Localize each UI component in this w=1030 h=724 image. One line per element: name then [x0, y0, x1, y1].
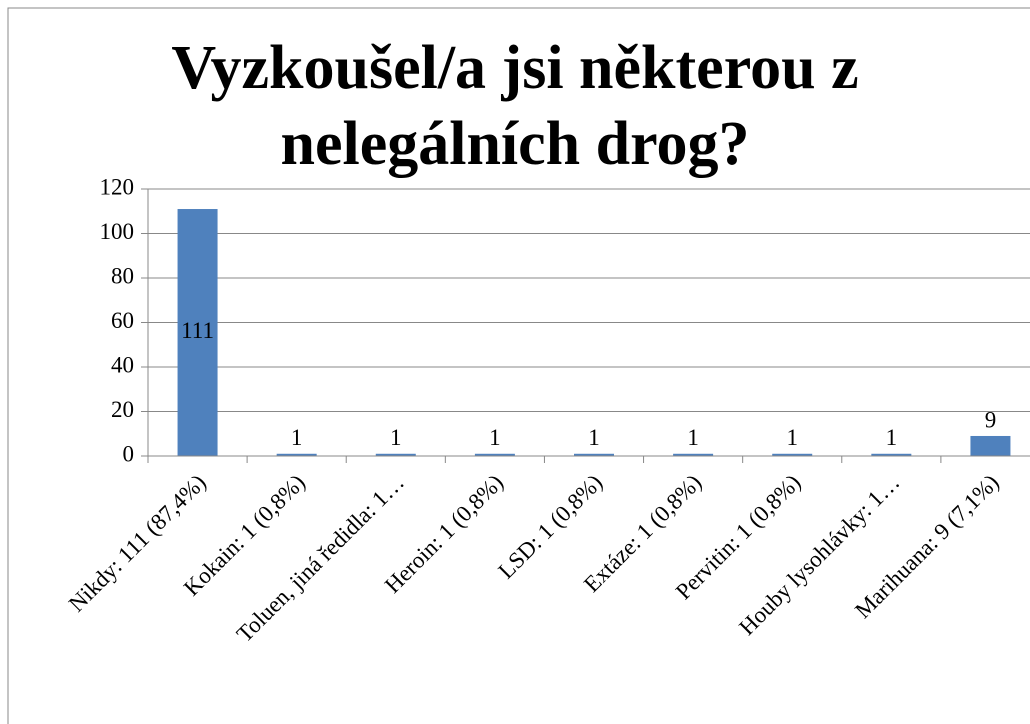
bar — [871, 453, 912, 456]
data-label: 1 — [588, 425, 600, 450]
bar — [673, 453, 714, 456]
bar — [375, 453, 416, 456]
data-label: 9 — [985, 407, 997, 432]
y-tick-label: 60 — [111, 308, 134, 333]
y-tick-label: 0 — [123, 441, 135, 466]
y-tick-label: 100 — [100, 219, 135, 244]
bar — [276, 453, 317, 456]
y-tick-label: 120 — [100, 174, 135, 199]
data-label: 1 — [786, 425, 798, 450]
data-label: 1 — [687, 425, 699, 450]
data-label: 1 — [886, 425, 898, 450]
y-tick-label: 40 — [111, 352, 134, 377]
data-label: 1 — [489, 425, 501, 450]
bar — [474, 453, 515, 456]
data-label: 1 — [291, 425, 303, 450]
x-tick-label: Toluen, jiná ředidla: 1… — [232, 470, 409, 647]
chart-title: Vyzkoušel/a jsi některou z nelegálních d… — [171, 34, 859, 178]
x-tick-label: Nikdy: 111 (87,4%) — [64, 470, 211, 617]
data-label: 1 — [390, 425, 402, 450]
x-tick-label: Houby lysohlávky: 1… — [734, 470, 904, 640]
y-tick-label: 20 — [111, 397, 134, 422]
bar — [177, 209, 218, 456]
bar — [574, 453, 614, 456]
data-label: 111 — [181, 318, 214, 343]
bar — [772, 453, 813, 456]
bar — [970, 435, 1011, 456]
y-tick-label: 80 — [111, 263, 134, 288]
chart-border — [7, 7, 1030, 724]
x-tick-label: LSD: 1 (0,8%) — [493, 470, 607, 584]
